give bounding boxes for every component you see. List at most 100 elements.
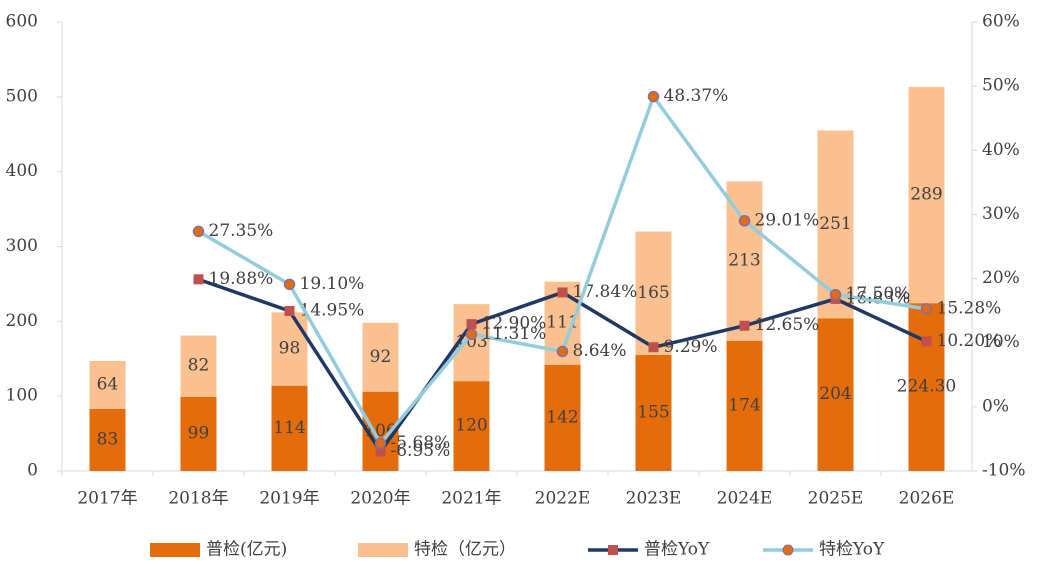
- bar: [817, 318, 854, 471]
- bar: [89, 360, 126, 409]
- line-label: 14.95%: [300, 300, 365, 320]
- y-tick-label: 0: [27, 461, 38, 481]
- bar-label: 82: [188, 356, 210, 376]
- bar-label: 64: [97, 374, 119, 394]
- legend-label: 普检(亿元): [206, 540, 287, 560]
- y-tick-label: 300: [6, 236, 38, 256]
- x-tick-label: 2019年: [259, 489, 319, 509]
- legend-swatch: [150, 543, 200, 557]
- line-label: 11.31%: [482, 324, 547, 344]
- bar-label: 120: [455, 416, 487, 436]
- x-tick-label: 2021年: [441, 489, 501, 509]
- bar: [180, 335, 217, 397]
- y2-tick-label: 10%: [982, 332, 1020, 352]
- line-label: 12.90%: [482, 314, 547, 334]
- marker: [283, 278, 296, 291]
- marker: [465, 328, 478, 341]
- x-tick-label: 2018年: [168, 489, 228, 509]
- bar-label: 92: [370, 347, 392, 367]
- x-tick-label: 2025E: [808, 489, 864, 509]
- marker: [375, 446, 386, 457]
- bar-label: 155: [637, 403, 669, 423]
- line-label: 17.84%: [573, 282, 638, 302]
- y2-tick-label: 40%: [982, 140, 1020, 160]
- line-label: 29.01%: [755, 210, 820, 230]
- bar: [908, 303, 945, 471]
- line-label: -5.68%: [391, 433, 451, 453]
- x-tick-label: 2020年: [350, 489, 410, 509]
- bar: [726, 340, 763, 471]
- line-label: 19.10%: [300, 274, 365, 294]
- line-label: 48.37%: [664, 86, 729, 106]
- marker: [739, 320, 750, 331]
- legend-marker: [608, 545, 618, 555]
- line-label: 8.64%: [573, 341, 627, 361]
- bar: [271, 385, 308, 471]
- marker: [192, 225, 205, 238]
- marker: [556, 345, 569, 358]
- line-label: 10.20%: [937, 331, 1002, 351]
- bar: [635, 231, 672, 356]
- marker: [829, 288, 842, 301]
- legend-label: 普检YoY: [644, 540, 710, 560]
- line-label: 15.28%: [937, 298, 1002, 318]
- y2-tick-label: 0%: [982, 396, 1009, 416]
- marker: [284, 305, 295, 316]
- line-label: -6.95%: [391, 441, 451, 461]
- y-tick-label: 200: [6, 311, 38, 331]
- bar: [271, 312, 308, 386]
- y2-tick-label: 20%: [982, 268, 1020, 288]
- bar-label: 83: [97, 429, 119, 449]
- bar: [89, 408, 126, 471]
- bar-label: 174: [728, 395, 760, 415]
- bar: [726, 181, 763, 341]
- bar: [180, 396, 217, 471]
- y2-tick-label: -10%: [982, 461, 1026, 481]
- marker: [193, 274, 204, 285]
- bar-label: 99: [188, 423, 210, 443]
- line-label: 9.29%: [664, 337, 718, 357]
- bar-label: 251: [819, 214, 851, 234]
- y2-tick-label: 30%: [982, 204, 1020, 224]
- y-tick-label: 500: [6, 86, 38, 106]
- bar-label: 213: [728, 251, 760, 271]
- marker: [738, 215, 751, 227]
- bar: [908, 86, 945, 304]
- x-tick-label: 2026E: [899, 489, 955, 509]
- line-label: 12.65%: [755, 315, 820, 335]
- marker: [557, 287, 568, 298]
- marker: [466, 319, 477, 330]
- line-label: 19.88%: [209, 269, 274, 289]
- bar-label: 204: [819, 384, 851, 404]
- bar-label: 289: [910, 185, 942, 205]
- bar-label: 98: [279, 339, 301, 359]
- y-tick-label: 100: [6, 386, 38, 406]
- legend-marker: [782, 544, 794, 556]
- bar: [453, 381, 490, 471]
- x-tick-label: 2024E: [717, 489, 773, 509]
- marker: [920, 303, 933, 315]
- marker: [374, 437, 387, 450]
- marker: [647, 90, 660, 103]
- bar-label: 114: [273, 418, 305, 438]
- bar: [362, 322, 399, 392]
- bar-label: 142: [546, 407, 578, 427]
- legend-label: 特检YoY: [819, 540, 885, 560]
- marker: [921, 336, 932, 347]
- marker: [648, 342, 659, 353]
- x-tick-label: 2017年: [77, 489, 137, 509]
- y2-tick-label: 50%: [982, 76, 1020, 96]
- legend-label: 特检（亿元）: [414, 540, 516, 560]
- legend-swatch: [358, 543, 408, 557]
- x-tick-label: 2022E: [535, 489, 591, 509]
- line-label: 17.50%: [846, 284, 911, 304]
- y2-tick-label: 60%: [982, 12, 1020, 32]
- x-tick-label: 2023E: [626, 489, 682, 509]
- bar: [544, 364, 581, 471]
- y-tick-label: 600: [6, 12, 38, 32]
- line-label: 27.35%: [209, 221, 274, 241]
- bar: [635, 355, 672, 471]
- bar-label: 165: [637, 283, 669, 303]
- y-tick-label: 400: [6, 161, 38, 181]
